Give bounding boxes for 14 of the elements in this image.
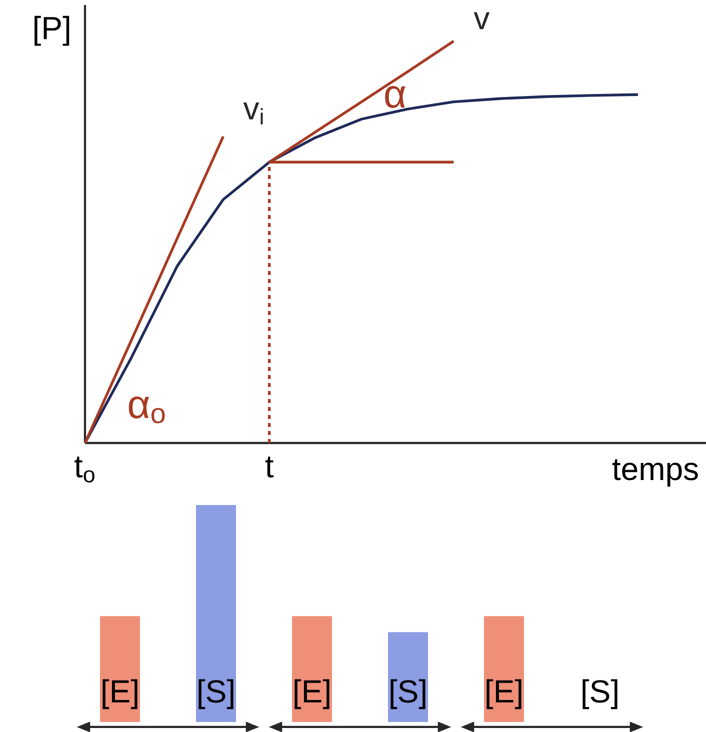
x-tick-label: t — [265, 456, 274, 478]
x-tick-label: [S] — [390, 679, 426, 710]
x-tick-label: [E] — [102, 679, 138, 710]
x-tick-label: t$_{o}$ — [74, 456, 94, 482]
series-label: v — [474, 12, 490, 30]
x-tick-label: [E] — [486, 679, 522, 710]
annotation: α — [385, 86, 406, 108]
annotation: α$_{o}$ — [128, 396, 165, 424]
x-axis-title: temps — [612, 459, 698, 487]
x-tick-label: [S] — [582, 679, 618, 710]
x-tick-label: [S] — [198, 679, 234, 710]
x-tick-label: [E] — [294, 679, 330, 710]
series-label: v$_{i}$ — [243, 102, 263, 124]
y-axis-title: [P] — [34, 16, 70, 46]
